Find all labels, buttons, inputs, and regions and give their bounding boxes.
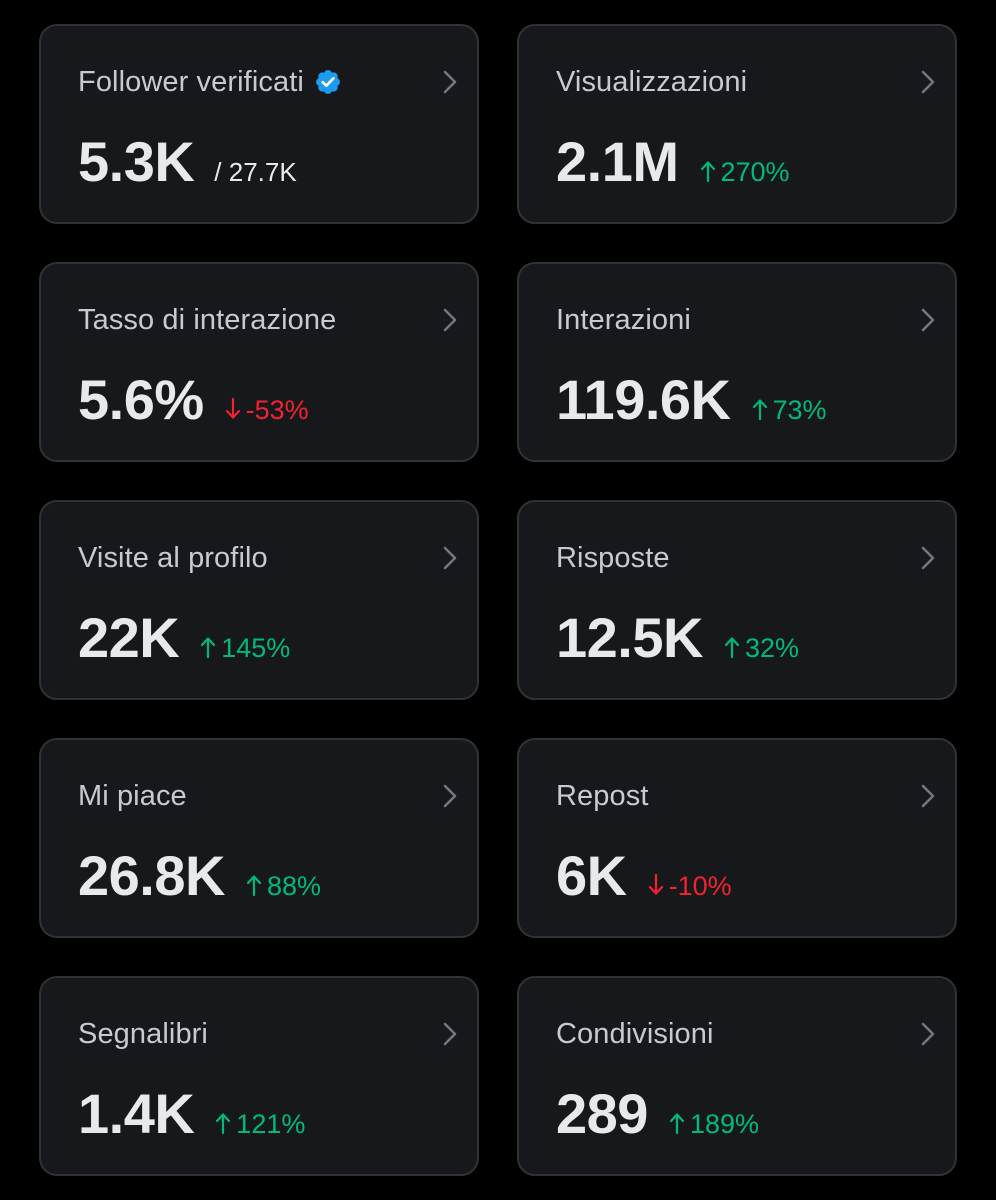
card-replies[interactable]: Risposte 12.5K 32%: [517, 500, 957, 700]
arrow-up-icon: [723, 635, 741, 659]
card-header: Interazioni: [556, 302, 691, 338]
card-metric: 5.6% -53%: [78, 368, 309, 432]
delta-value: 88%: [266, 871, 321, 901]
delta-value: 189%: [689, 1109, 759, 1139]
card-total: / 27.7K: [214, 157, 297, 187]
arrow-down-icon: [647, 873, 665, 897]
card-header: Segnalibri: [78, 1016, 208, 1052]
card-title: Mi piace: [78, 779, 187, 812]
analytics-card-grid: Follower verificati 5.3K / 27.7K Visuali…: [39, 24, 957, 1176]
verified-badge-icon: [314, 68, 342, 96]
card-delta: 270%: [699, 157, 790, 188]
card-title: Condivisioni: [556, 1017, 714, 1050]
card-header: Visite al profilo: [78, 540, 268, 576]
card-shares[interactable]: Condivisioni 289 189%: [517, 976, 957, 1176]
card-title: Interazioni: [556, 303, 691, 336]
chevron-right-icon[interactable]: [919, 68, 937, 96]
card-delta: 145%: [199, 633, 290, 664]
chevron-right-icon[interactable]: [441, 1020, 459, 1048]
card-title: Risposte: [556, 541, 670, 574]
card-value: 289: [556, 1082, 648, 1145]
card-value: 5.3K: [78, 130, 195, 193]
chevron-right-icon[interactable]: [441, 782, 459, 810]
card-likes[interactable]: Mi piace 26.8K 88%: [39, 738, 479, 938]
card-metric: 22K 145%: [78, 606, 290, 670]
card-header: Visualizzazioni: [556, 64, 747, 100]
card-metric: 289 189%: [556, 1082, 759, 1146]
delta-value: -10%: [668, 871, 732, 901]
card-value: 1.4K: [78, 1082, 195, 1145]
chevron-right-icon[interactable]: [919, 782, 937, 810]
card-profile-visits[interactable]: Visite al profilo 22K 145%: [39, 500, 479, 700]
arrow-down-icon: [224, 397, 242, 421]
delta-value: -53%: [245, 395, 309, 425]
arrow-up-icon: [699, 159, 717, 183]
card-metric: 26.8K 88%: [78, 844, 321, 908]
chevron-right-icon[interactable]: [441, 544, 459, 572]
card-verified-followers[interactable]: Follower verificati 5.3K / 27.7K: [39, 24, 479, 224]
card-metric: 6K -10%: [556, 844, 732, 908]
arrow-up-icon: [214, 1111, 232, 1135]
chevron-right-icon[interactable]: [919, 544, 937, 572]
chevron-right-icon[interactable]: [919, 306, 937, 334]
chevron-right-icon[interactable]: [441, 306, 459, 334]
card-engagement-rate[interactable]: Tasso di interazione 5.6% -53%: [39, 262, 479, 462]
card-header: Risposte: [556, 540, 670, 576]
card-title: Segnalibri: [78, 1017, 208, 1050]
card-value: 119.6K: [556, 368, 731, 431]
card-interactions[interactable]: Interazioni 119.6K 73%: [517, 262, 957, 462]
card-value: 22K: [78, 606, 180, 669]
card-title: Visualizzazioni: [556, 65, 748, 98]
card-metric: 2.1M 270%: [556, 130, 790, 194]
card-reposts[interactable]: Repost 6K -10%: [517, 738, 957, 938]
card-value: 26.8K: [78, 844, 225, 907]
card-delta: 88%: [245, 871, 321, 902]
card-delta: -10%: [647, 871, 732, 902]
card-metric: 119.6K 73%: [556, 368, 827, 432]
card-metric: 1.4K 121%: [78, 1082, 305, 1146]
delta-value: 121%: [236, 1109, 306, 1139]
arrow-up-icon: [245, 873, 263, 897]
card-title: Visite al profilo: [78, 541, 268, 574]
card-value: 2.1M: [556, 130, 679, 193]
card-delta: -53%: [224, 395, 309, 426]
card-value: 12.5K: [556, 606, 703, 669]
card-delta: 189%: [668, 1109, 759, 1140]
card-bookmarks[interactable]: Segnalibri 1.4K 121%: [39, 976, 479, 1176]
delta-value: 145%: [221, 633, 291, 663]
card-header: Mi piace: [78, 778, 187, 814]
chevron-right-icon[interactable]: [441, 68, 459, 96]
card-delta: 32%: [723, 633, 799, 664]
card-metric: 12.5K 32%: [556, 606, 799, 670]
arrow-up-icon: [751, 397, 769, 421]
chevron-right-icon[interactable]: [919, 1020, 937, 1048]
card-views[interactable]: Visualizzazioni 2.1M 270%: [517, 24, 957, 224]
card-header: Repost: [556, 778, 649, 814]
card-header: Condivisioni: [556, 1016, 714, 1052]
card-title: Follower verificati: [78, 65, 304, 98]
card-value: 5.6%: [78, 368, 204, 431]
card-title: Repost: [556, 779, 649, 812]
card-delta: 121%: [214, 1109, 305, 1140]
delta-value: 73%: [772, 395, 827, 425]
arrow-up-icon: [199, 635, 217, 659]
card-value: 6K: [556, 844, 627, 907]
card-title: Tasso di interazione: [78, 303, 337, 336]
delta-value: 32%: [744, 633, 799, 663]
card-metric: 5.3K / 27.7K: [78, 130, 297, 194]
delta-value: 270%: [720, 157, 790, 187]
arrow-up-icon: [668, 1111, 686, 1135]
card-header: Follower verificati: [78, 64, 342, 100]
card-delta: 73%: [751, 395, 827, 426]
card-header: Tasso di interazione: [78, 302, 336, 338]
